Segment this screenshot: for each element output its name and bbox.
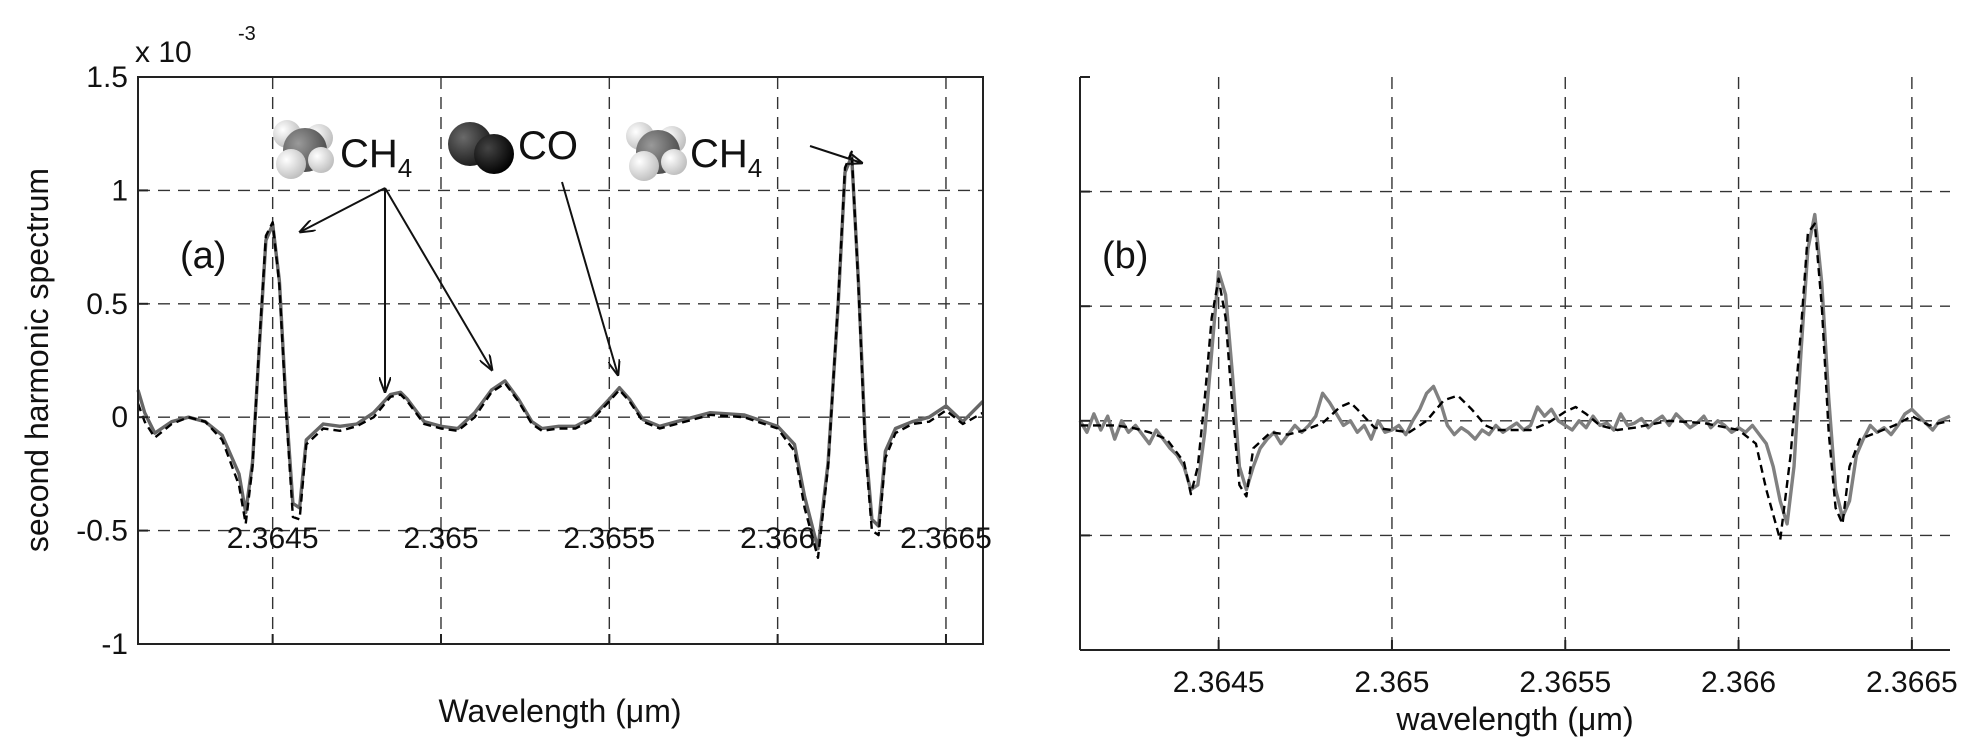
annotation-ch4-1: CH4 — [340, 132, 412, 183]
arrow-ch4-peak-right — [809, 145, 862, 163]
y-tick-label: 0.5 — [86, 288, 128, 321]
x-tick-label: 2.3645 — [1173, 666, 1265, 699]
grid-b — [1080, 77, 1950, 650]
y-tick-label: 1 — [111, 174, 128, 207]
co-molecule-icon — [448, 122, 514, 174]
y-exponent: x 10 -3 — [135, 23, 256, 69]
x-axis-label-a: Wavelength (μm) — [438, 693, 681, 729]
plot-frame-a — [137, 76, 984, 645]
series-b — [1078, 212, 1951, 542]
y-tick-label: -1 — [101, 628, 128, 661]
x-tick-label: 2.3655 — [563, 522, 655, 555]
x-axis-label-b: wavelength (μm) — [1395, 701, 1633, 737]
x-tick-label: 2.3665 — [1866, 666, 1958, 699]
panel-b: 2.3645 2.365 2.3655 2.366 2.3665 wavelength … — [1078, 76, 1958, 737]
x-tick-label: 2.365 — [1354, 666, 1429, 699]
panel-label-b: (b) — [1102, 235, 1148, 277]
y-axis-label: second harmonic spectrum — [19, 168, 55, 552]
panel-a: 2.3645 2.365 2.3655 2.366 2.3665 1.5 1 0.5 0 -0.5… — [19, 23, 992, 729]
arrow-ch4-peak-1 — [300, 187, 386, 232]
y-tick-label: 0 — [111, 401, 128, 434]
methane-icon — [626, 122, 687, 181]
x-tick-label: 2.3665 — [900, 522, 992, 555]
x-tick-label: 2.365 — [403, 522, 478, 555]
series-line-solid — [1078, 212, 1951, 526]
x-tick-label: 2.3645 — [227, 522, 319, 555]
series-a — [136, 150, 985, 559]
series-line-solid — [136, 154, 985, 551]
arrow-co-peak — [561, 181, 618, 375]
annotation-ch4-2: CH4 — [690, 132, 762, 183]
x-tick-label: 2.366 — [1701, 666, 1776, 699]
arrow-ch4-peak-3 — [384, 187, 492, 370]
y-tick-label: 1.5 — [86, 61, 128, 94]
series-line-dashed — [1080, 222, 1951, 542]
svg-text:-3: -3 — [238, 23, 256, 45]
annotation-arrows — [300, 145, 862, 392]
panel-label-a: (a) — [180, 235, 226, 277]
svg-text:x 10: x 10 — [135, 36, 192, 69]
y-tick-label: -0.5 — [76, 515, 128, 548]
methane-icon — [273, 120, 334, 179]
annotation-co: CO — [518, 124, 578, 168]
ticks-a: 2.3645 2.365 2.3655 2.366 2.3665 1.5 1 0.5 0 -0.5… — [76, 61, 992, 661]
ticks-b: 2.3645 2.365 2.3655 2.366 2.3665 — [1080, 76, 1958, 699]
x-tick-label: 2.3655 — [1519, 666, 1611, 699]
x-tick-label: 2.366 — [740, 522, 815, 555]
